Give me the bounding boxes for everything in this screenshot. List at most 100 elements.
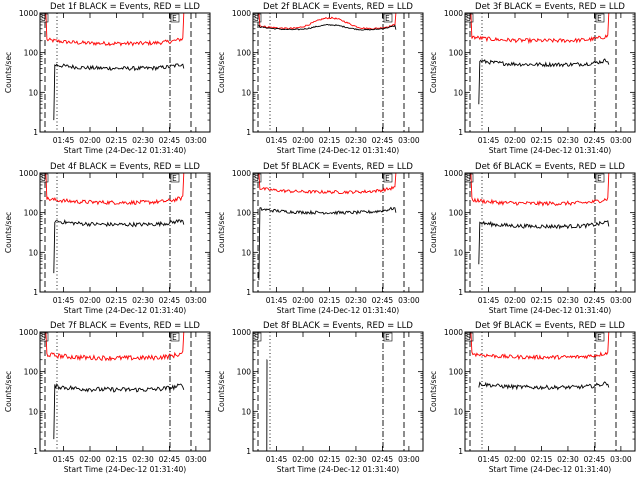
- start-marker: S: [254, 333, 259, 342]
- y-axis-ticks: 1 10 100 1000: [19, 9, 210, 137]
- y-tick-label: 100: [237, 368, 252, 377]
- series-trace: [45, 331, 185, 362]
- x-axis-ticks: 01:45 02:00 02:15 02:30 02:45 03:00: [478, 173, 632, 305]
- time-markers: [44, 332, 192, 451]
- detector-panel: Det 2f BLACK = Events, RED = LLD Counts/s…: [217, 2, 424, 155]
- detector-panel: Det 6f BLACK = Events, RED = LLD Counts/s…: [429, 162, 636, 315]
- panel-title: Det 7f BLACK = Events, RED = LLD: [50, 321, 200, 331]
- y-tick-label: 1000: [232, 169, 251, 178]
- end-marker-box: [383, 13, 393, 23]
- series-trace: [53, 218, 185, 274]
- y-tick-label: 1000: [19, 169, 38, 178]
- y-tick-label: 1: [246, 128, 251, 137]
- x-tick-label: 03:00: [398, 136, 420, 145]
- end-marker-box: [170, 13, 180, 23]
- x-tick-label: 02:30: [557, 455, 579, 464]
- x-tick-label: 01:45: [478, 455, 500, 464]
- panel-title: Det 5f BLACK = Events, RED = LLD: [263, 162, 413, 172]
- series-trace: [258, 12, 397, 30]
- x-axis-label: Start Time (24-Dec-12 01:31:40): [277, 306, 399, 315]
- x-tick-label: 01:45: [478, 136, 500, 145]
- x-axis-label: Start Time (24-Dec-12 01:31:40): [64, 146, 186, 155]
- x-tick-label: 03:00: [185, 136, 207, 145]
- x-tick-label: 03:00: [185, 296, 207, 305]
- x-tick-label: 01:45: [266, 296, 288, 305]
- x-tick-label: 02:45: [584, 136, 606, 145]
- x-tick-label: 03:00: [610, 136, 632, 145]
- x-tick-label: 02:15: [531, 136, 553, 145]
- y-tick-label: 1: [33, 128, 38, 137]
- y-axis-ticks: 1 10 100 1000: [19, 169, 210, 297]
- end-marker-box: [170, 332, 180, 342]
- x-axis-label: Start Time (24-Dec-12 01:31:40): [489, 306, 611, 315]
- series-trace: [478, 58, 610, 105]
- y-axis-label: Counts/sec: [4, 371, 13, 412]
- y-axis-label: Counts/sec: [217, 212, 226, 253]
- y-axis-label: Counts/sec: [4, 212, 13, 253]
- x-tick-label: 02:30: [132, 136, 154, 145]
- x-tick-label: 02:00: [292, 136, 314, 145]
- x-axis-ticks: 01:45 02:00 02:15 02:30 02:45 03:00: [478, 13, 632, 145]
- y-tick-label: 10: [241, 248, 251, 257]
- x-tick-label: 02:00: [79, 136, 101, 145]
- x-axis-label: Start Time (24-Dec-12 01:31:40): [277, 146, 399, 155]
- y-tick-label: 100: [24, 209, 39, 218]
- x-tick-label: 02:45: [584, 296, 606, 305]
- end-marker: E: [385, 174, 390, 183]
- panel-title: Det 8f BLACK = Events, RED = LLD: [263, 321, 413, 331]
- end-marker: E: [385, 333, 390, 342]
- y-tick-label: 10: [241, 407, 251, 416]
- y-axis-ticks: 1 10 100 1000: [232, 328, 423, 456]
- series-trace: [53, 383, 185, 440]
- x-tick-label: 02:00: [504, 296, 526, 305]
- x-tick-label: 01:45: [53, 136, 75, 145]
- y-axis-label: Counts/sec: [429, 52, 438, 93]
- end-marker-box: [595, 173, 605, 183]
- plot-frame: [252, 172, 424, 293]
- x-tick-label: 02:00: [292, 296, 314, 305]
- y-tick-label: 1: [458, 288, 463, 297]
- series-trace: [258, 172, 397, 195]
- panel-title: Det 6f BLACK = Events, RED = LLD: [475, 162, 625, 172]
- y-tick-label: 1: [458, 447, 463, 456]
- x-tick-label: 02:15: [531, 296, 553, 305]
- end-marker-box: [170, 173, 180, 183]
- time-markers: [469, 13, 617, 132]
- end-marker: E: [597, 14, 602, 23]
- x-tick-label: 02:15: [319, 136, 341, 145]
- x-axis-label: Start Time (24-Dec-12 01:31:40): [277, 465, 399, 474]
- x-tick-label: 03:00: [398, 296, 420, 305]
- y-tick-label: 1000: [19, 328, 38, 337]
- y-tick-label: 100: [237, 209, 252, 218]
- y-axis-ticks: 1 10 100 1000: [444, 328, 635, 456]
- end-marker: E: [172, 174, 177, 183]
- y-tick-label: 1: [458, 128, 463, 137]
- x-tick-label: 02:00: [79, 296, 101, 305]
- y-axis-ticks: 1 10 100 1000: [444, 169, 635, 297]
- detector-panel: Det 1f BLACK = Events, RED = LLD Counts/s…: [4, 2, 211, 155]
- x-tick-label: 03:00: [398, 455, 420, 464]
- series-trace: [478, 381, 610, 391]
- panel-title: Det 4f BLACK = Events, RED = LLD: [50, 162, 200, 172]
- x-tick-label: 01:45: [53, 455, 75, 464]
- series-trace: [45, 172, 185, 206]
- y-tick-label: 1000: [444, 169, 463, 178]
- x-axis-ticks: 01:45 02:00 02:15 02:30 02:45 03:00: [266, 332, 420, 464]
- x-tick-label: 02:30: [557, 296, 579, 305]
- y-tick-label: 1000: [444, 328, 463, 337]
- series-trace: [53, 63, 185, 121]
- y-tick-label: 100: [449, 209, 464, 218]
- x-tick-label: 01:45: [478, 296, 500, 305]
- x-tick-label: 02:45: [159, 455, 181, 464]
- y-tick-label: 1: [33, 288, 38, 297]
- y-axis-label: Counts/sec: [217, 371, 226, 412]
- detector-panel: Det 4f BLACK = Events, RED = LLD Counts/s…: [4, 162, 211, 315]
- y-tick-label: 10: [241, 88, 251, 97]
- x-axis-label: Start Time (24-Dec-12 01:31:40): [489, 146, 611, 155]
- y-tick-label: 1000: [232, 9, 251, 18]
- end-marker: E: [172, 14, 177, 23]
- x-tick-label: 02:00: [292, 455, 314, 464]
- y-tick-label: 10: [453, 248, 463, 257]
- y-tick-label: 10: [28, 407, 38, 416]
